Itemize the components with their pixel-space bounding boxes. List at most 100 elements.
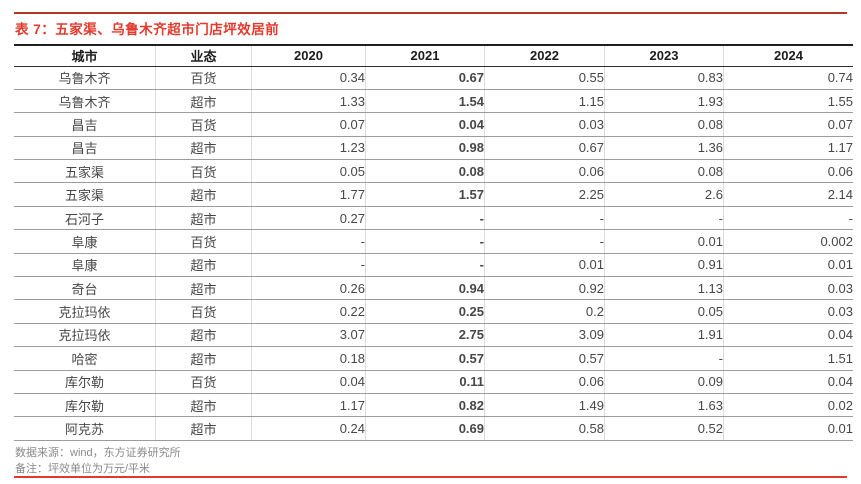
value-cell-2024: 0.02 xyxy=(723,393,853,418)
city-cell: 阜康 xyxy=(14,253,156,278)
format-cell: 超市 xyxy=(155,323,252,348)
format-cell: 百货 xyxy=(155,229,252,254)
value-cell-2021: 1.57 xyxy=(365,182,485,207)
value-cell-2023: 1.13 xyxy=(604,276,724,301)
city-cell: 奇台 xyxy=(14,276,156,301)
value-cell-2023: 0.01 xyxy=(604,229,724,254)
column-header-2023: 2023 xyxy=(604,44,724,67)
value-cell-2023: 0.52 xyxy=(604,416,724,441)
format-cell: 百货 xyxy=(155,370,252,394)
value-cell-2024: 2.14 xyxy=(723,182,853,207)
table-row: 乌鲁木齐 百货 0.34 0.67 0.55 0.83 0.74 xyxy=(14,66,853,90)
city-cell: 哈密 xyxy=(14,346,156,371)
value-cell-2024: 0.03 xyxy=(723,299,853,324)
value-cell-2024: 0.01 xyxy=(723,416,853,441)
value-cell-2023: - xyxy=(604,346,724,371)
value-cell-2022: 0.55 xyxy=(484,66,605,90)
value-cell-2020: 0.07 xyxy=(251,112,366,137)
table-row: 奇台 超市 0.26 0.94 0.92 1.13 0.03 xyxy=(14,276,853,301)
value-cell-2022: 0.06 xyxy=(484,370,605,394)
table-row: 库尔勒 超市 1.17 0.82 1.49 1.63 0.02 xyxy=(14,393,853,418)
value-cell-2024: 0.06 xyxy=(723,159,853,184)
value-cell-2024: 0.04 xyxy=(723,323,853,348)
value-cell-2021: 0.08 xyxy=(365,159,485,184)
value-cell-2021: 0.11 xyxy=(365,370,485,394)
city-cell: 乌鲁木齐 xyxy=(14,66,156,90)
format-cell: 百货 xyxy=(155,112,252,137)
city-cell: 昌吉 xyxy=(14,112,156,137)
table-row: 阜康 百货 - - -0.01 0.002 xyxy=(14,229,853,254)
value-cell-2021: - xyxy=(365,253,485,278)
value-cell-2020: 0.24 xyxy=(251,416,366,441)
value-cell-2023: 0.09 xyxy=(604,370,724,394)
column-header-2020: 2020 xyxy=(251,44,366,67)
store-efficiency-table: 城市 业态 2020 2021 2022 2023 2024 乌鲁木齐 百货 0.34 0.67 0… xyxy=(14,44,853,441)
value-cell-2020: 1.77 xyxy=(251,182,366,207)
value-cell-2020: 0.22 xyxy=(251,299,366,324)
bottom-rule-divider xyxy=(14,476,847,478)
value-cell-2021: 0.98 xyxy=(365,136,485,161)
value-cell-2022: 0.92 xyxy=(484,276,605,301)
unit-note: 备注：坪效单位为万元/平米 xyxy=(15,462,151,475)
table-footer: 数据来源：wind，东方证券研究所 备注：坪效单位为万元/平米 xyxy=(15,446,181,477)
table-row: 阜康 超市 - -0.01 0.91 0.01 xyxy=(14,253,853,278)
value-cell-2023: 1.91 xyxy=(604,323,724,348)
city-cell: 克拉玛依 xyxy=(14,323,156,348)
value-cell-2024: 0.74 xyxy=(723,66,853,90)
value-cell-2021: - xyxy=(365,206,485,231)
value-cell-2020: 0.18 xyxy=(251,346,366,371)
format-cell: 超市 xyxy=(155,206,252,231)
value-cell-2022: 1.49 xyxy=(484,393,605,418)
value-cell-2021: 0.57 xyxy=(365,346,485,371)
value-cell-2024: 0.04 xyxy=(723,370,853,394)
table-row: 昌吉 百货 0.07 0.04 0.03 0.08 0.07 xyxy=(14,112,853,137)
table-row: 昌吉 超市 1.23 0.98 0.67 1.36 1.17 xyxy=(14,136,853,161)
value-cell-2023: 0.05 xyxy=(604,299,724,324)
table-row: 石河子 超市 0.27- - - - xyxy=(14,206,853,231)
value-cell-2023: 1.93 xyxy=(604,89,724,114)
data-source-note: 数据来源：wind，东方证券研究所 xyxy=(15,447,181,459)
city-cell: 五家渠 xyxy=(14,182,156,207)
value-cell-2020: 1.17 xyxy=(251,393,366,418)
value-cell-2021: 0.67 xyxy=(365,66,485,90)
value-cell-2023: 0.08 xyxy=(604,112,724,137)
value-cell-2024: 0.01 xyxy=(723,253,853,278)
value-cell-2022: - xyxy=(484,206,605,231)
value-cell-2024: - xyxy=(723,206,853,231)
table-row: 克拉玛依 超市 3.07 2.75 3.09 1.91 0.04 xyxy=(14,323,853,348)
value-cell-2024: 1.17 xyxy=(723,136,853,161)
format-cell: 超市 xyxy=(155,393,252,418)
format-cell: 超市 xyxy=(155,253,252,278)
value-cell-2021: 0.94 xyxy=(365,276,485,301)
column-header-2024: 2024 xyxy=(723,44,853,67)
value-cell-2022: 0.67 xyxy=(484,136,605,161)
value-cell-2020: 0.27 xyxy=(251,206,366,231)
table-row: 乌鲁木齐 超市 1.33 1.54 1.15 1.93 1.55 xyxy=(14,89,853,114)
table-title: 表 7：五家渠、乌鲁木齐超市门店坪效居前 xyxy=(15,22,280,37)
value-cell-2021: 1.54 xyxy=(365,89,485,114)
table-row: 五家渠 百货 0.05 0.08 0.06 0.08 0.06 xyxy=(14,159,853,184)
value-cell-2020: - xyxy=(251,229,366,254)
value-cell-2021: 0.82 xyxy=(365,393,485,418)
value-cell-2024: 1.55 xyxy=(723,89,853,114)
value-cell-2022: 1.15 xyxy=(484,89,605,114)
value-cell-2024: 1.51 xyxy=(723,346,853,371)
value-cell-2020: 0.34 xyxy=(251,66,366,90)
column-header-type: 业态 xyxy=(155,44,252,67)
value-cell-2022: - xyxy=(484,229,605,254)
city-cell: 库尔勒 xyxy=(14,370,156,394)
value-cell-2022: 2.25 xyxy=(484,182,605,207)
value-cell-2022: 0.06 xyxy=(484,159,605,184)
column-header-2021: 2021 xyxy=(365,44,485,67)
value-cell-2021: 0.25 xyxy=(365,299,485,324)
value-cell-2024: 0.07 xyxy=(723,112,853,137)
value-cell-2023: 1.63 xyxy=(604,393,724,418)
table-row: 阿克苏 超市 0.24 0.69 0.58 0.52 0.01 xyxy=(14,416,853,441)
value-cell-2021: 0.04 xyxy=(365,112,485,137)
value-cell-2021: 0.69 xyxy=(365,416,485,441)
value-cell-2020: 0.04 xyxy=(251,370,366,394)
value-cell-2022: 3.09 xyxy=(484,323,605,348)
city-cell: 乌鲁木齐 xyxy=(14,89,156,114)
table-row: 哈密 超市 0.18 0.57 0.57-1.51 xyxy=(14,346,853,371)
value-cell-2023: 2.6 xyxy=(604,182,724,207)
